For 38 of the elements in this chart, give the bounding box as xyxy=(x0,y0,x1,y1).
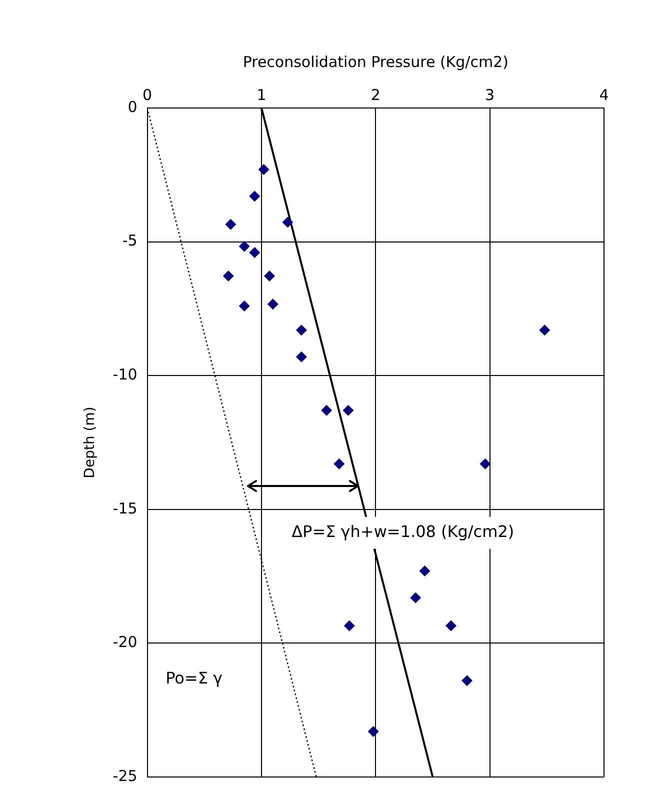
point xyxy=(222,270,234,282)
y-tick-label: -25 xyxy=(112,766,138,785)
x-tick-label: 2 xyxy=(370,86,380,104)
point xyxy=(368,726,379,738)
x-tick-label: 3 xyxy=(485,86,495,104)
x-tick-label: 0 xyxy=(142,86,152,104)
x-axis-title: Preconsolidation Pressure (Kg/cm2) xyxy=(242,52,508,71)
point xyxy=(282,216,294,228)
point xyxy=(264,270,275,282)
point xyxy=(267,298,278,310)
point xyxy=(249,190,260,202)
x-tick-label: 1 xyxy=(256,86,266,104)
point xyxy=(296,324,307,336)
point xyxy=(238,240,250,252)
y-tick-label: -20 xyxy=(112,633,138,652)
y-tick-label: -5 xyxy=(122,232,138,250)
y-tick-label: -15 xyxy=(112,499,138,518)
point xyxy=(480,458,491,470)
point xyxy=(344,620,355,632)
annotation: ΔP=Σ γh+w=1.08 (Kg/cm2) xyxy=(292,522,514,541)
point xyxy=(238,300,250,312)
point xyxy=(321,404,332,416)
point xyxy=(249,247,260,258)
annotation: Po=Σ γ xyxy=(166,668,223,688)
y-tick-label: 0 xyxy=(128,98,138,116)
point xyxy=(539,324,550,336)
point xyxy=(342,404,354,416)
y-tick-label: -10 xyxy=(112,365,138,384)
y-axis-title: Depth (m) xyxy=(82,406,98,478)
point xyxy=(410,592,422,604)
point xyxy=(334,458,345,470)
point xyxy=(419,565,430,576)
point xyxy=(446,620,457,632)
point xyxy=(461,675,472,686)
x-tick-label: 4 xyxy=(599,86,609,104)
point xyxy=(225,218,236,230)
point xyxy=(258,164,270,176)
point xyxy=(296,351,307,362)
